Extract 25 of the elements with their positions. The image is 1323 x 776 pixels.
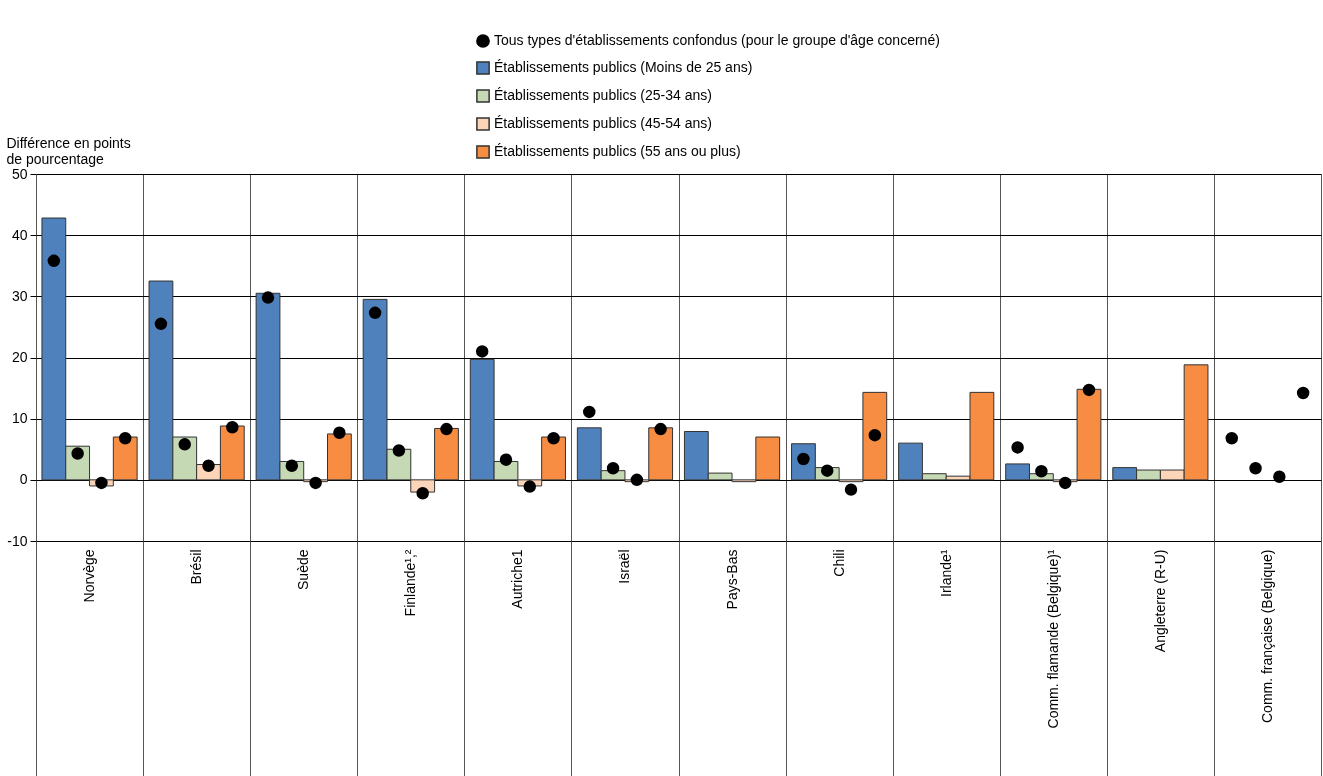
x-tick-label: Chili — [830, 549, 847, 577]
y-axis-title: Différence en points de pourcentage — [6, 134, 131, 167]
x-tick-label: Irlande¹ — [937, 549, 954, 597]
y-tick-label: 0 — [19, 471, 28, 488]
x-tick-label: Angleterre (R-U) — [1151, 549, 1168, 653]
y-tick-label: 30 — [11, 287, 28, 304]
legend-label: Établissements publics (45-54 ans) — [494, 115, 712, 131]
x-tick-label: Israël — [616, 549, 633, 584]
x-tick-label: Finlande¹,² — [402, 549, 419, 617]
x-tick-label: Norvège — [81, 549, 98, 603]
y-tick-label: 50 — [11, 165, 28, 182]
y-tick-label: -10 — [7, 532, 28, 549]
x-tick-label: Brésil — [188, 549, 205, 585]
legend-label: Tous types d'établissements confondus (pour le groupe d'âge concerné) — [494, 32, 940, 48]
legend-label: Établissements publics (25-34 ans) — [494, 87, 712, 103]
x-tick-label: Pays-Bas — [723, 549, 740, 610]
x-tick-label: Suède — [295, 549, 312, 590]
x-tick-label: Autriche1 — [509, 549, 526, 609]
x-tick-label: Comm. française (Belgique) — [1258, 549, 1275, 724]
y-tick-label: 40 — [11, 226, 28, 243]
y-tick-label: 10 — [11, 410, 28, 427]
x-tick-label: Comm. flamande (Belgique)¹ — [1044, 549, 1061, 729]
y-tick-label: 20 — [11, 349, 28, 365]
legend-label: Établissements publics (55 ans ou plus) — [494, 143, 741, 159]
legend-label: Établissements publics (Moins de 25 ans) — [494, 59, 753, 75]
